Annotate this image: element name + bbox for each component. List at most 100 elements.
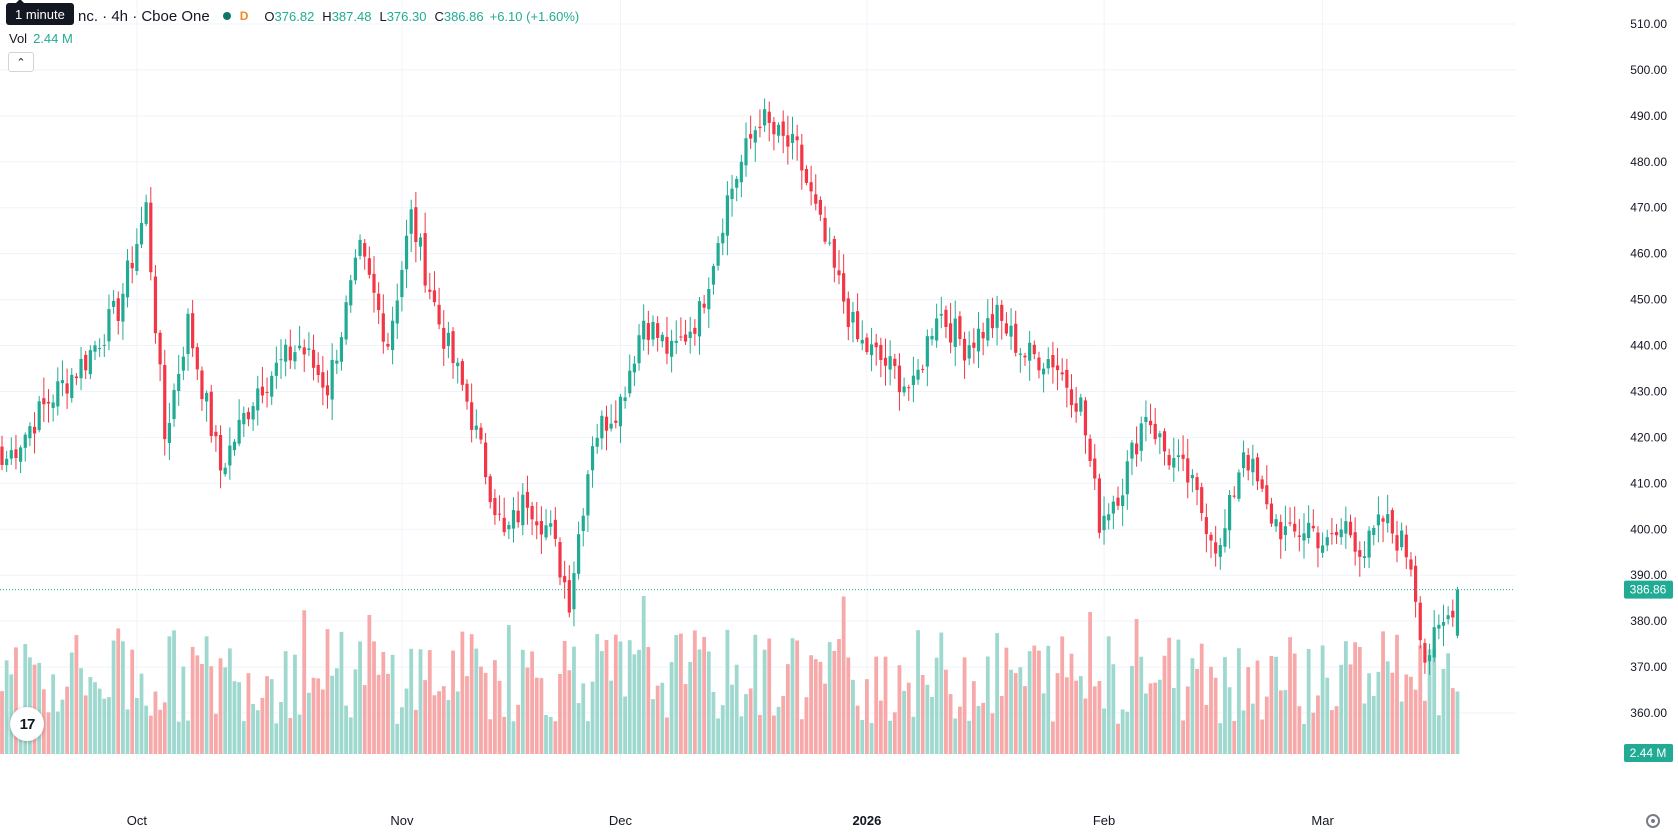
- candle-body: [865, 337, 869, 353]
- candle-body: [1283, 526, 1287, 536]
- candle-body: [1311, 525, 1315, 529]
- candle-body: [1083, 400, 1088, 436]
- candle-body: [688, 331, 692, 338]
- volume-bar: [297, 714, 302, 754]
- low-value: 376.30: [386, 8, 427, 24]
- candle-body: [488, 476, 492, 503]
- volume-bar: [1181, 720, 1185, 754]
- volume-bar: [1162, 655, 1167, 754]
- market-status-icon[interactable]: [220, 9, 234, 23]
- candle-body: [944, 309, 948, 327]
- volume-label: Vol: [9, 31, 28, 46]
- candle-body: [1186, 458, 1190, 483]
- volume-bar: [962, 657, 967, 754]
- volume-bar: [446, 699, 451, 754]
- volume-bar: [23, 644, 28, 754]
- candle-body: [776, 124, 781, 136]
- candle-body: [972, 342, 976, 348]
- volume-bar: [599, 651, 604, 754]
- volume-bar: [1418, 645, 1423, 754]
- volume-bar: [609, 680, 614, 754]
- candle-body: [65, 383, 69, 394]
- candle-body: [1400, 530, 1404, 548]
- volume-bar: [1171, 687, 1176, 754]
- volume-bar: [330, 675, 335, 754]
- candle-body: [814, 194, 818, 204]
- candle-body: [511, 510, 516, 529]
- volume-bar: [1306, 649, 1311, 754]
- volume-bar: [841, 596, 846, 754]
- candle-body: [730, 188, 734, 200]
- volume-bar: [116, 628, 121, 754]
- volume-bar: [1157, 679, 1162, 754]
- candle-body: [637, 335, 641, 364]
- candle-body: [1088, 438, 1092, 461]
- candle-body: [172, 389, 176, 420]
- volume-bar: [125, 709, 130, 754]
- volume-bar: [925, 684, 930, 754]
- candle-body: [1018, 353, 1022, 355]
- candle-body: [869, 344, 874, 356]
- candle-body: [311, 349, 316, 368]
- candle-body: [428, 289, 432, 292]
- candle-body: [223, 467, 227, 475]
- volume-bar: [460, 631, 465, 754]
- candle-body: [1130, 442, 1134, 459]
- volume-bar: [334, 668, 339, 754]
- candle-body: [735, 178, 739, 188]
- volume-bar: [967, 720, 972, 754]
- candle-body: [1232, 495, 1236, 497]
- volume-bar: [134, 697, 139, 754]
- candle-body: [1348, 521, 1353, 536]
- volume-bar: [1269, 655, 1274, 754]
- candle-body: [1376, 514, 1380, 526]
- collapse-legend-button[interactable]: ⌃: [8, 52, 34, 72]
- candle-body: [446, 332, 450, 347]
- volume-bar: [832, 650, 837, 754]
- candle-body: [721, 232, 725, 244]
- interval-badge[interactable]: D: [239, 9, 249, 23]
- volume-bar: [1353, 642, 1358, 754]
- volume-bar: [200, 663, 204, 754]
- volume-bar: [479, 666, 483, 754]
- candle-body: [660, 334, 664, 342]
- high-value: 387.48: [331, 8, 372, 24]
- gear-icon[interactable]: [1646, 814, 1660, 828]
- candle-body: [1321, 545, 1325, 553]
- candle-body: [274, 362, 278, 376]
- volume-bar: [344, 705, 348, 754]
- volume-bar: [1288, 637, 1292, 754]
- volume-bar: [1130, 665, 1134, 754]
- candle-body: [149, 202, 153, 273]
- candle-body: [251, 406, 255, 420]
- volume-bar: [818, 661, 823, 754]
- candle-body: [665, 336, 669, 354]
- candle-body: [93, 345, 97, 352]
- volume-bar: [744, 694, 748, 754]
- volume-bar: [1381, 631, 1385, 754]
- volume-bar: [725, 629, 730, 754]
- candle-body: [670, 340, 674, 357]
- volume-bar: [1250, 703, 1255, 754]
- volume-bar: [753, 634, 758, 754]
- volume-bar: [97, 688, 102, 754]
- candle-body: [604, 416, 609, 431]
- volume-bar: [674, 634, 679, 754]
- volume-bar: [358, 641, 362, 754]
- candle-body: [1032, 344, 1036, 355]
- candle-body: [758, 126, 762, 129]
- symbol-title[interactable]: nc. · 4h · Cboe One: [78, 7, 210, 25]
- tradingview-logo-icon[interactable]: 17: [10, 707, 44, 741]
- candle-body: [1274, 519, 1278, 527]
- volume-bar: [795, 640, 800, 754]
- candle-body: [614, 420, 618, 423]
- candle-body: [84, 354, 88, 371]
- volume-bar: [758, 714, 762, 754]
- candle-body: [395, 300, 399, 324]
- volume-bar: [241, 721, 246, 754]
- price-tick-label: 500.00: [1630, 63, 1667, 77]
- candle-body: [330, 360, 334, 400]
- candle-body: [195, 347, 199, 370]
- volume-bar: [1218, 723, 1223, 754]
